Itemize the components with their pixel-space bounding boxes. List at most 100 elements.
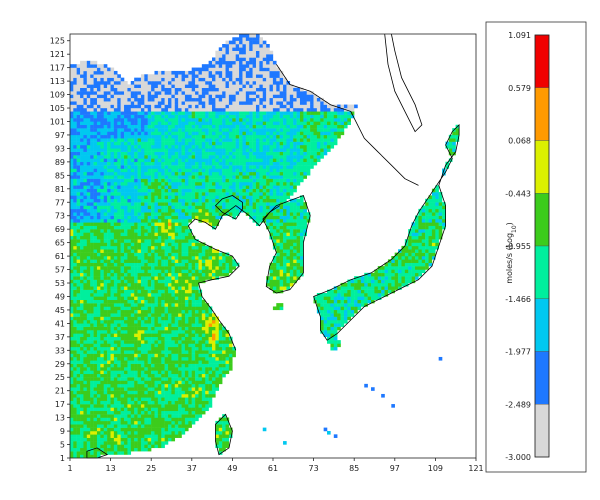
map-cell — [127, 326, 132, 331]
map-cell — [171, 282, 176, 287]
map-cell — [157, 377, 162, 381]
map-cell — [266, 222, 270, 226]
map-cell — [83, 363, 88, 368]
map-cell — [117, 235, 121, 240]
map-cell — [117, 437, 121, 442]
map-cell — [130, 212, 135, 216]
map-cell — [110, 390, 115, 395]
map-cell — [117, 249, 121, 253]
map-cell — [117, 185, 121, 189]
map-cell — [198, 272, 203, 277]
map-cell — [93, 370, 98, 375]
map-cell — [73, 262, 77, 267]
map-cell — [144, 299, 148, 304]
map-cell — [218, 171, 223, 176]
map-cell — [113, 256, 118, 260]
map-cell — [195, 350, 199, 354]
map-cell — [276, 181, 280, 186]
map-cell — [117, 232, 121, 237]
map-cell — [124, 192, 128, 196]
map-cell — [151, 262, 155, 267]
map-cell — [178, 259, 182, 263]
map-cell — [69, 444, 74, 449]
map-cell — [113, 181, 118, 186]
map-cell — [181, 407, 186, 412]
map-cell — [107, 330, 111, 334]
map-cell — [357, 279, 362, 284]
map-cell — [225, 370, 230, 375]
map-cell — [283, 222, 287, 226]
map-cell — [296, 165, 301, 169]
map-cell — [83, 424, 88, 428]
map-grid-cells — [69, 33, 460, 459]
map-cell — [249, 195, 253, 200]
map-cell — [76, 454, 81, 459]
map-cell — [239, 198, 243, 203]
map-cell — [73, 434, 77, 438]
map-cell — [147, 266, 152, 270]
map-cell — [201, 168, 206, 173]
map-cell — [371, 272, 375, 277]
map-cell — [90, 323, 94, 327]
map-cell — [140, 370, 145, 375]
map-cell — [195, 279, 199, 284]
map-cell — [232, 178, 236, 183]
map-cell — [188, 239, 192, 243]
map-cell — [96, 239, 101, 243]
map-cell — [110, 259, 115, 263]
map-cell — [425, 235, 429, 240]
map-cell — [174, 303, 179, 307]
map-cell — [100, 208, 104, 213]
map-cell — [178, 377, 182, 381]
map-cell — [130, 245, 135, 250]
map-cell — [80, 161, 84, 166]
map-cell — [201, 410, 206, 415]
map-cell — [191, 356, 196, 361]
map-cell — [184, 363, 189, 368]
map-cell — [188, 414, 192, 418]
map-cell — [93, 400, 98, 405]
map-cell — [83, 303, 88, 307]
map-cell — [120, 333, 125, 338]
map-cell — [120, 256, 125, 260]
map-cell — [80, 377, 84, 381]
map-cell — [198, 299, 203, 304]
map-cell — [157, 266, 162, 270]
map-cell — [127, 377, 132, 381]
map-cell — [195, 252, 199, 257]
map-cell — [364, 276, 368, 280]
map-cell — [245, 192, 250, 196]
map-cell — [198, 178, 203, 183]
map-cell — [320, 293, 324, 297]
map-cell — [255, 165, 260, 169]
map-cell — [181, 353, 186, 358]
map-cell — [86, 397, 91, 401]
map-cell — [289, 252, 294, 257]
map-cell — [330, 343, 335, 348]
map-cell — [306, 158, 311, 163]
map-cell — [130, 336, 135, 341]
map-cell — [96, 410, 101, 415]
map-cell — [215, 427, 220, 432]
map-cell — [110, 400, 115, 405]
map-cell — [69, 430, 74, 435]
map-cell — [415, 225, 419, 230]
map-cell — [140, 296, 145, 300]
map-cell — [428, 202, 433, 206]
map-cell — [90, 232, 94, 237]
map-cell — [140, 212, 145, 216]
map-cell — [127, 404, 132, 408]
map-cell — [76, 447, 81, 452]
map-cell — [215, 262, 220, 267]
map-cell — [242, 181, 247, 186]
map-cell — [69, 202, 74, 206]
map-cell — [198, 165, 203, 169]
map-cell — [215, 178, 220, 183]
map-cell — [228, 188, 233, 193]
map-cell — [90, 360, 94, 364]
map-cell — [147, 343, 152, 348]
map-cell — [262, 198, 267, 203]
map-cell — [96, 198, 101, 203]
map-cell — [140, 360, 145, 364]
map-cell — [347, 286, 351, 290]
